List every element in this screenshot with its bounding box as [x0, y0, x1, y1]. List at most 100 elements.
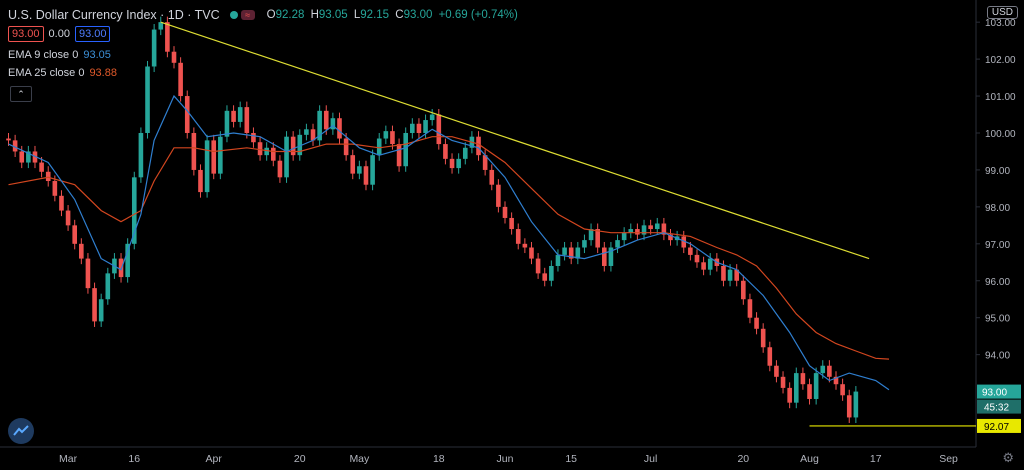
x-tick-label: Jul — [644, 453, 657, 465]
y-tick-label: 103.00 — [985, 18, 1016, 29]
ema25-legend[interactable]: EMA 25 close 0 93.88 — [8, 67, 117, 79]
candle-body — [39, 162, 44, 172]
candle-body — [237, 107, 243, 122]
candle-body — [661, 223, 667, 235]
x-tick-label: Mar — [59, 453, 78, 465]
candle-body — [489, 169, 495, 185]
candle-body — [231, 110, 236, 122]
candle-body — [363, 166, 369, 185]
candle-body — [317, 110, 322, 141]
ema9-label: EMA 9 close 0 — [8, 49, 79, 61]
ohlc-readout: O92.28 H93.05 L92.15 C93.00 +0.69 (+0.74… — [267, 9, 521, 21]
candle-body — [290, 136, 296, 156]
candle-body — [357, 166, 362, 174]
candle-body — [701, 262, 706, 270]
candle-body — [12, 140, 18, 152]
candle-body — [840, 384, 845, 396]
y-tick-label: 94.00 — [985, 351, 1010, 362]
candle-body — [131, 177, 137, 244]
candle-body — [602, 247, 607, 266]
candle-body — [204, 140, 210, 193]
candle-body — [151, 29, 157, 67]
candle-body — [635, 229, 640, 235]
candle-body — [416, 123, 422, 133]
candle-body — [522, 243, 528, 248]
low-key: L — [353, 9, 361, 21]
candle-body — [45, 171, 51, 182]
candle-body — [462, 147, 468, 159]
candle-body — [429, 114, 435, 121]
candle-body — [641, 225, 647, 235]
support-price-label: 92.07 — [984, 422, 1009, 433]
currency-badge[interactable]: USD — [986, 6, 1018, 19]
candle-body — [390, 131, 395, 145]
candle-body — [105, 273, 111, 300]
spread-value: 0.00 — [48, 28, 70, 40]
countdown-tag — [977, 399, 1021, 414]
candle-body — [264, 147, 269, 156]
candle-body — [191, 132, 197, 170]
candle-body — [654, 223, 660, 230]
candle-body — [827, 365, 832, 377]
candle-body — [19, 151, 25, 163]
symbol-title[interactable]: U.S. Dollar Currency Index · 1D · TVC — [8, 8, 220, 22]
candle-body — [436, 114, 442, 145]
candle-body — [198, 169, 203, 193]
close-value: 93.00 — [403, 9, 433, 21]
candle-body — [615, 240, 620, 248]
candle-body — [277, 160, 283, 178]
y-tick-label: 96.00 — [985, 277, 1010, 288]
candle-body — [218, 136, 223, 174]
candle-body — [79, 243, 84, 259]
candle-body — [178, 62, 183, 97]
candle-body — [734, 269, 739, 281]
candle-body — [833, 376, 839, 385]
candle-body — [98, 299, 104, 322]
candle-body — [224, 110, 230, 137]
tradingview-logo-icon[interactable] — [8, 418, 34, 444]
high-value: 93.05 — [318, 9, 348, 21]
x-tick-label: 16 — [128, 453, 140, 465]
buy-button[interactable]: 93.00 — [74, 26, 111, 42]
trend-line — [160, 21, 870, 260]
open-key: O — [266, 9, 276, 21]
candle-body — [555, 254, 561, 266]
candle-body — [542, 273, 548, 281]
candle-body — [456, 158, 461, 169]
y-tick-label: 95.00 — [985, 314, 1010, 325]
candle-body — [681, 236, 687, 248]
x-tick-label: 18 — [433, 453, 445, 465]
candle-body — [853, 391, 859, 418]
ema25-line — [8, 136, 890, 360]
close-key: C — [395, 9, 404, 21]
candle-body — [668, 234, 673, 241]
gear-icon[interactable]: ⚙ — [1002, 450, 1014, 465]
candle-body — [337, 118, 342, 139]
candle-body — [310, 129, 316, 141]
candle-body — [787, 387, 792, 403]
candle-body — [515, 229, 521, 244]
y-tick-label: 97.00 — [985, 240, 1010, 251]
candle-body — [648, 225, 653, 230]
sell-button[interactable]: 93.00 — [8, 26, 44, 42]
candle-body — [165, 22, 170, 52]
last-price-tag — [977, 384, 1021, 399]
candle-body — [323, 110, 329, 130]
candle-body — [529, 247, 534, 259]
candle-body — [330, 118, 336, 130]
candle-body — [688, 247, 693, 255]
ema25-value: 93.88 — [89, 67, 117, 79]
candle-body — [423, 120, 428, 133]
candle-body — [807, 384, 812, 399]
candle-body — [271, 147, 276, 161]
ema9-legend[interactable]: EMA 9 close 0 93.05 — [8, 49, 111, 61]
candle-body — [502, 206, 508, 218]
candle-body — [72, 225, 77, 244]
ema9-value: 93.05 — [83, 49, 111, 61]
candle-body — [754, 317, 759, 329]
candle-body — [535, 258, 541, 274]
candle-body — [65, 210, 71, 226]
x-tick-label: 15 — [565, 453, 577, 465]
chevron-up-icon[interactable]: ⌃ — [10, 86, 32, 102]
